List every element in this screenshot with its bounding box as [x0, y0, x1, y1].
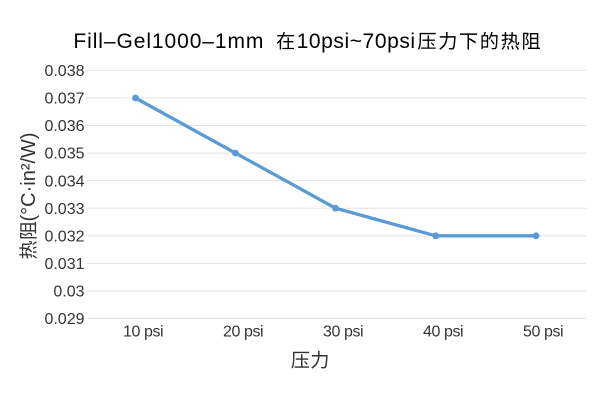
svg-text:0.032: 0.032: [44, 228, 84, 245]
svg-text:0.038: 0.038: [44, 63, 84, 80]
svg-text:0.036: 0.036: [44, 118, 84, 135]
svg-text:40 psi: 40 psi: [423, 324, 464, 341]
svg-text:Fill–Gel1000–1mm: Fill–Gel1000–1mm: [73, 30, 263, 53]
svg-text:0.037: 0.037: [44, 91, 84, 108]
svg-text:10psi~70psi: 10psi~70psi: [297, 30, 416, 53]
svg-text:0.029: 0.029: [44, 311, 84, 328]
svg-text:10 psi: 10 psi: [123, 324, 164, 341]
svg-text:0.03: 0.03: [53, 284, 84, 301]
svg-text:0.033: 0.033: [44, 201, 84, 218]
svg-text:0.034: 0.034: [44, 173, 84, 190]
svg-text:0.031: 0.031: [44, 256, 84, 273]
svg-text:50 psi: 50 psi: [523, 324, 564, 341]
svg-text:20 psi: 20 psi: [223, 324, 264, 341]
svg-text:30 psi: 30 psi: [323, 324, 364, 341]
svg-text:0.035: 0.035: [44, 146, 84, 163]
svg-text:(°C·in²/W): (°C·in²/W): [18, 132, 40, 221]
